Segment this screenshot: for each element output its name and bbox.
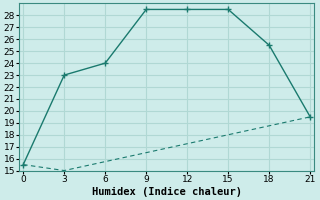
X-axis label: Humidex (Indice chaleur): Humidex (Indice chaleur) — [92, 186, 242, 197]
